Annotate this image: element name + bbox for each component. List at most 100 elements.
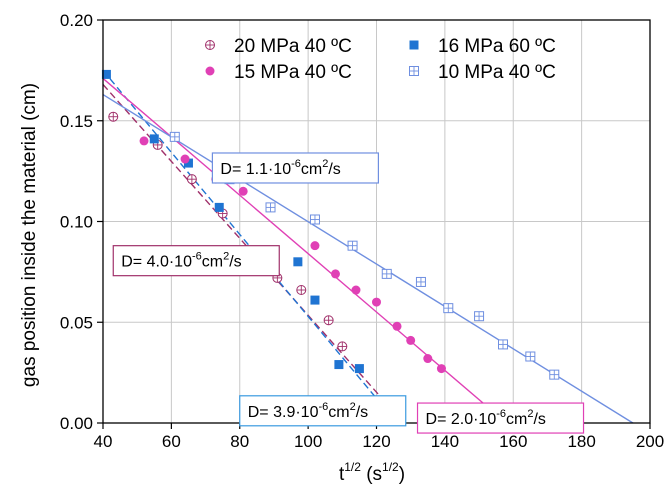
annotation-frame — [239, 395, 407, 427]
marker-dot — [180, 154, 190, 164]
annotation-box: D= 4.0·10-6cm2/s — [112, 245, 280, 277]
x-axis-title-unit-sup: 1/2 — [382, 460, 399, 474]
x-tick-label: 40 — [94, 432, 113, 451]
annotation-label: D= 3.9·10-6cm2/s — [248, 401, 368, 421]
marker-square — [293, 257, 303, 267]
data-point-series-4 — [381, 268, 392, 279]
marker-dot — [423, 354, 433, 364]
annotation-part: 2 — [322, 158, 328, 170]
legend-label: 10 MPa 40 ºC — [438, 62, 556, 83]
annotation-part: -6 — [192, 251, 202, 263]
data-point-series-1 — [337, 341, 348, 352]
annotation-frame — [211, 152, 379, 184]
legend-item: 10 MPa 40 ºC — [409, 62, 556, 83]
marker-dot — [351, 285, 361, 295]
annotation-part: /s — [356, 404, 368, 421]
y-axis-title: gas position inside the material (cm) — [19, 83, 40, 387]
data-point-series-3 — [310, 241, 320, 251]
data-point-series-2 — [149, 134, 159, 144]
annotation-part: D= 1.1·10 — [220, 161, 291, 178]
ticks-layer: 40 60 80 100 120 140 160 180 200 0.00 0.05 0.10 0.15… — [60, 11, 664, 451]
annotation-label: D= 1.1·10-6cm2/s — [220, 158, 340, 178]
marker-square — [354, 364, 364, 374]
y-tick-label: 0.20 — [60, 11, 93, 30]
annotation-frame — [416, 402, 585, 434]
annotations-layer: D= 1.1·10-6cm2/sD= 4.0·10-6cm2/sD= 3.9·1… — [112, 152, 585, 434]
marker-dot — [310, 241, 320, 251]
legend-label: 16 MPa 60 ºC — [438, 36, 556, 57]
x-axis-title-unit-open: (s — [361, 464, 382, 485]
marker-square — [409, 40, 419, 50]
data-point-series-3 — [139, 136, 149, 146]
data-point-series-3 — [423, 354, 433, 364]
annotation-box: D= 3.9·10-6cm2/s — [239, 395, 407, 427]
data-point-series-4 — [443, 303, 454, 314]
legend-item: 16 MPa 60 ºC — [409, 36, 556, 57]
marker-square — [183, 158, 193, 168]
data-point-series-2 — [101, 69, 111, 79]
annotation-part: /s — [328, 161, 340, 178]
data-point-series-4 — [474, 311, 485, 322]
annotation-label: D= 2.0·10-6cm2/s — [426, 408, 546, 428]
marker-square — [334, 360, 344, 370]
data-point-series-2 — [310, 295, 320, 305]
marker-dot — [392, 321, 402, 331]
annotation-part: D= 2.0·10 — [426, 411, 497, 428]
legend-item: 15 MPa 40 ºC — [205, 62, 352, 83]
x-tick-label: 140 — [431, 432, 459, 451]
data-point-series-4 — [497, 339, 508, 350]
annotation-frame — [112, 245, 280, 277]
marker-dot — [436, 364, 446, 374]
y-tick-label: 0.00 — [60, 414, 93, 433]
x-tick-label: 100 — [294, 432, 322, 451]
data-point-series-3 — [238, 186, 248, 196]
marker-dot — [372, 297, 381, 307]
fit-line-series-4 — [102, 93, 634, 424]
data-point-series-4 — [347, 240, 358, 251]
annotation-part: -6 — [318, 401, 328, 413]
marker-dot — [205, 66, 215, 76]
marker-square — [214, 202, 224, 212]
data-point-series-2 — [354, 364, 364, 374]
data-point-series-3 — [330, 269, 340, 279]
annotation-part: cm — [301, 161, 322, 178]
x-axis-title-sup: 1/2 — [344, 460, 361, 474]
data-point-series-3 — [406, 335, 416, 345]
data-point-series-4 — [169, 131, 180, 142]
annotation-part: D= 3.9·10 — [248, 404, 319, 421]
x-axis-title: t1/2 (s1/2) — [339, 460, 405, 485]
legend-marker — [409, 66, 419, 76]
annotation-part: 2 — [223, 251, 229, 263]
data-point-series-3 — [180, 154, 190, 164]
data-point-series-3 — [372, 297, 381, 307]
legend-item: 20 MPa 40 ºC — [205, 36, 352, 57]
data-point-series-1 — [108, 111, 119, 122]
data-point-series-3 — [351, 285, 361, 295]
data-point-series-4 — [415, 276, 426, 287]
annotation-part: 2 — [350, 401, 356, 413]
annotation-part: cm — [328, 404, 349, 421]
legend-marker — [409, 40, 419, 50]
x-tick-label: 160 — [499, 432, 527, 451]
y-tick-label: 0.15 — [60, 112, 93, 131]
legend-label: 15 MPa 40 ºC — [234, 62, 352, 83]
data-point-series-2 — [214, 202, 224, 212]
annotation-part: -6 — [291, 158, 301, 170]
data-point-series-4 — [549, 369, 560, 380]
data-point-series-2 — [183, 158, 193, 168]
data-point-series-1 — [186, 174, 197, 185]
x-axis-title-base: t — [339, 464, 345, 485]
annotation-part: cm — [202, 254, 223, 271]
marker-square — [101, 69, 111, 79]
data-point-series-2 — [293, 257, 303, 267]
data-point-series-4 — [309, 214, 320, 225]
data-point-series-4 — [525, 351, 536, 362]
grid-layer — [102, 19, 651, 424]
annotation-part: /s — [229, 254, 241, 271]
data-point-series-3 — [436, 364, 446, 374]
data-point-series-3 — [392, 321, 402, 331]
x-tick-label: 120 — [362, 432, 390, 451]
marker-dot — [139, 136, 149, 146]
